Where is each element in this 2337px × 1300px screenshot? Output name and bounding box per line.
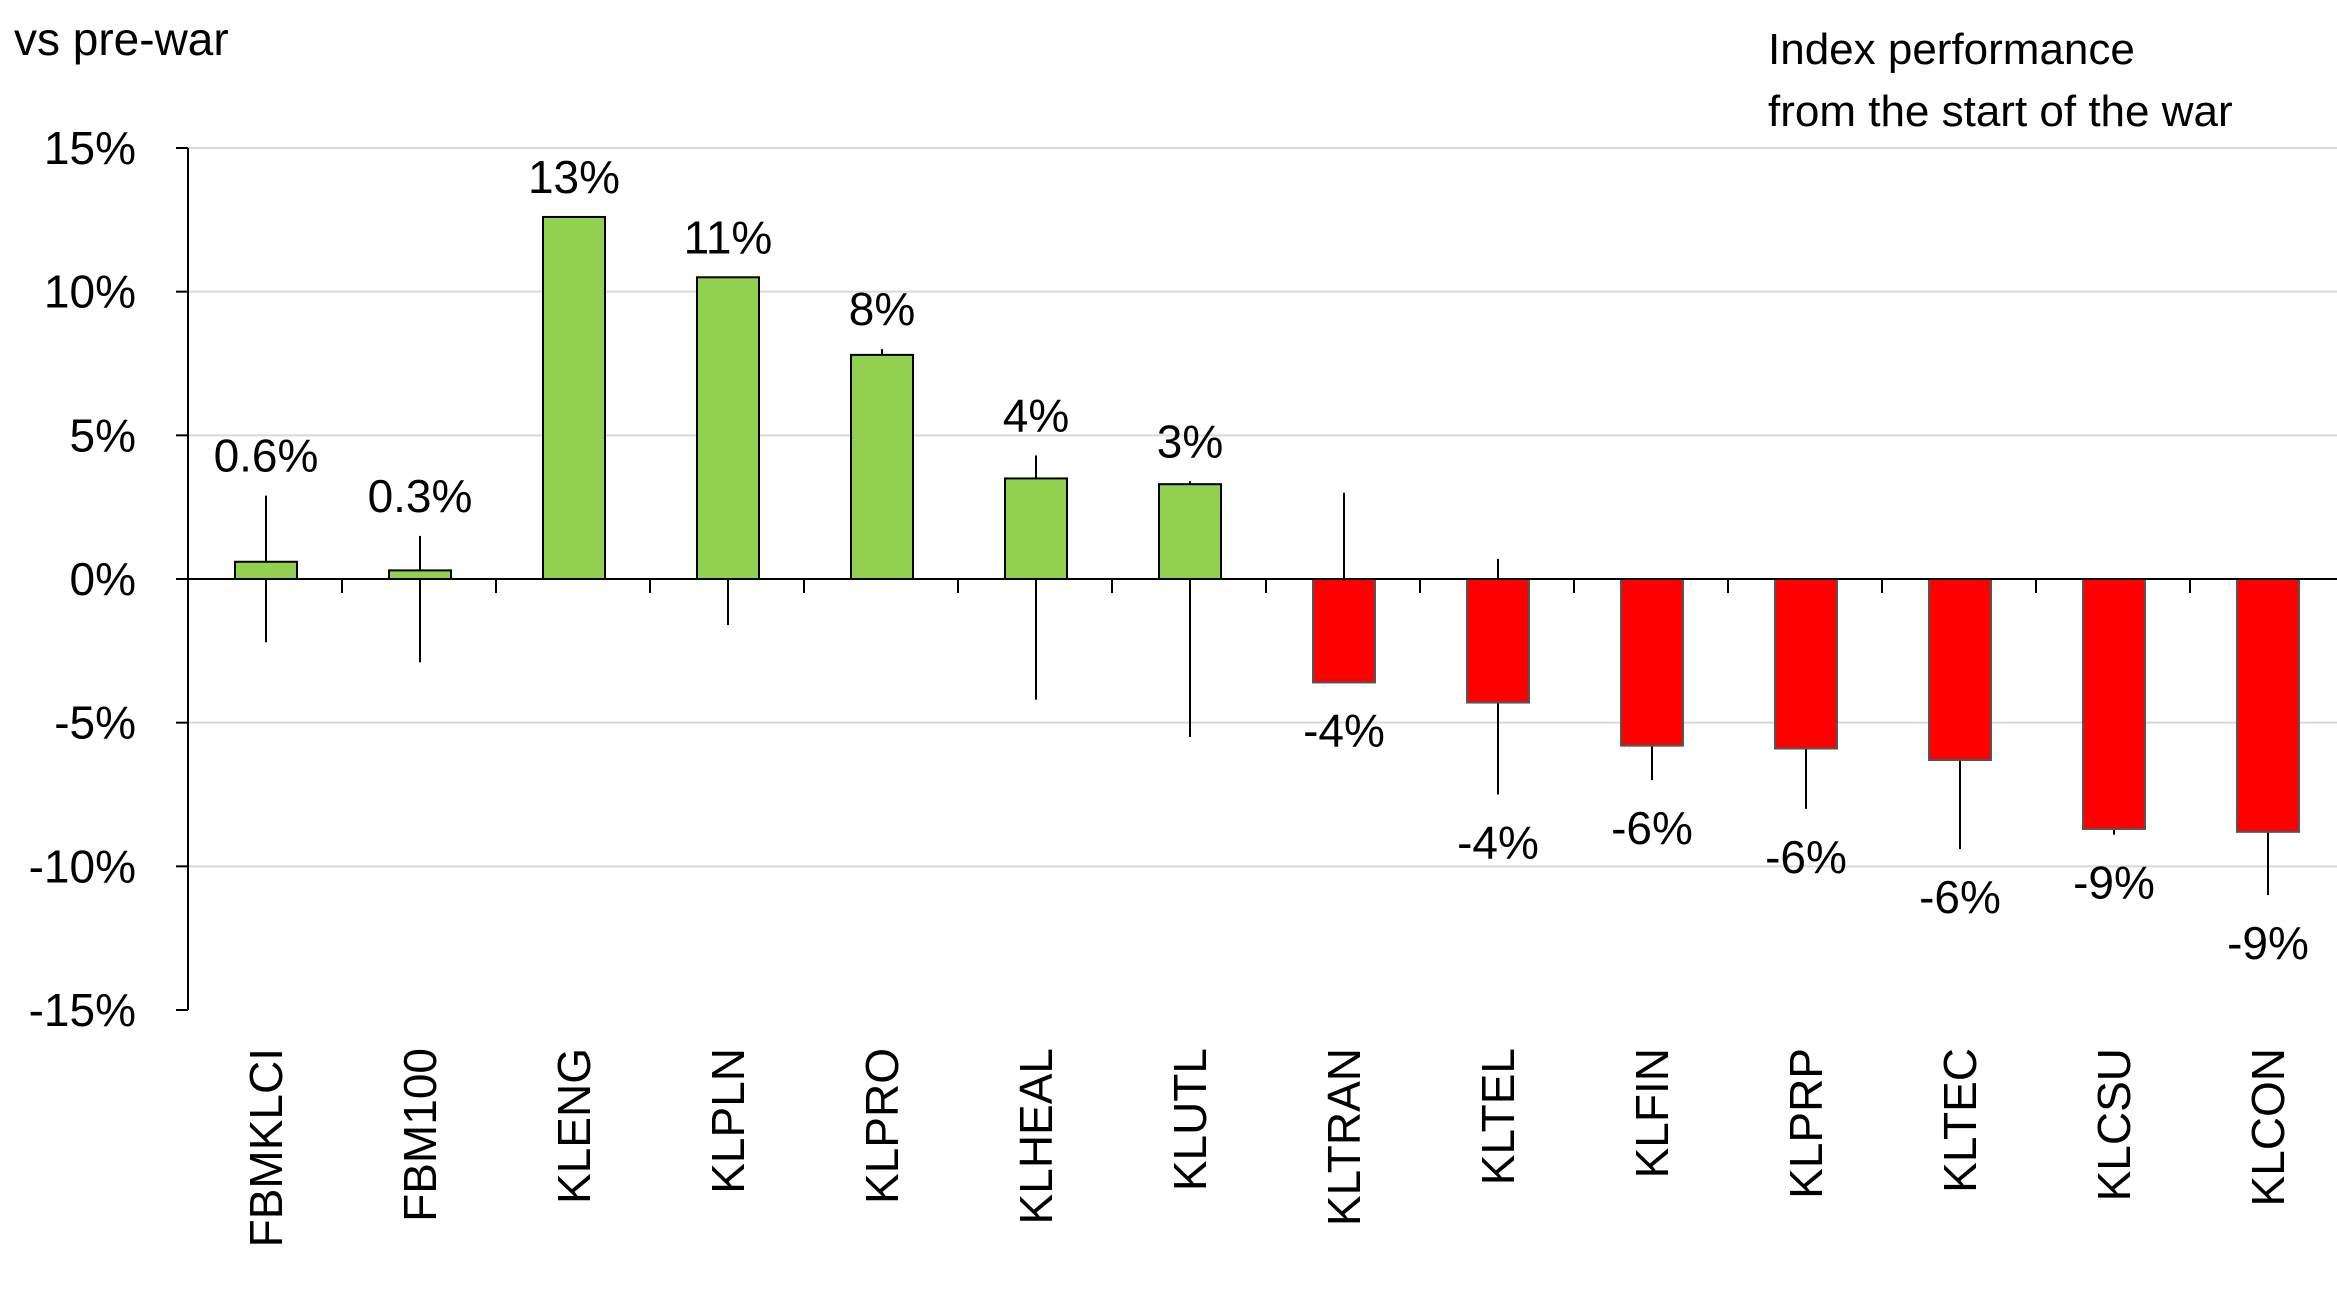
data-label: -9% <box>2227 917 2309 969</box>
bar-klprp <box>1774 578 1838 750</box>
y-tick-label: 10% <box>44 266 136 318</box>
bar-klcsu <box>2082 578 2146 830</box>
chart-title-line-2: from the start of the war <box>1768 87 2233 136</box>
data-labels: 0.6% 0.3% 13% 11% 8% 4% 3% -4% -4% -6% -6% -6% -9% -9… <box>214 151 2309 969</box>
data-label: -6% <box>1919 871 2001 923</box>
gridlines <box>188 147 2337 868</box>
bar-klfin <box>1620 578 1684 747</box>
y-tick-label: 15% <box>44 122 136 174</box>
x-tick-label: KLTRAN <box>1318 1048 1370 1226</box>
data-label: -6% <box>1611 802 1693 854</box>
data-label: -6% <box>1765 831 1847 883</box>
y-tick-label: -15% <box>29 984 136 1036</box>
x-tick-label: KLTEL <box>1472 1048 1524 1185</box>
x-tick-label: KLUTL <box>1164 1048 1216 1191</box>
bar-klcon <box>2236 578 2300 833</box>
data-label: 3% <box>1157 415 1223 467</box>
data-label: -4% <box>1303 704 1385 756</box>
x-tick-label: FBMKLCI <box>240 1048 292 1247</box>
data-label: 0.6% <box>214 430 319 482</box>
data-label: 8% <box>849 283 915 335</box>
x-tick-label: KLCSU <box>2088 1048 2140 1201</box>
bar-kleng <box>542 215 606 581</box>
data-label: -4% <box>1457 817 1539 869</box>
y-tick-label: -5% <box>54 697 136 749</box>
data-label: 11% <box>684 211 773 263</box>
x-tick-label: KLHEAL <box>1010 1048 1062 1224</box>
bar-fbmklci <box>234 560 298 581</box>
bar-kltec <box>1928 578 1992 762</box>
y-tick-label: -10% <box>29 840 136 892</box>
x-tick-label: KLPRO <box>856 1048 908 1204</box>
data-label: -9% <box>2073 857 2155 909</box>
x-tick-label: KLPRP <box>1780 1048 1832 1199</box>
chart-title-line-1: Index performance <box>1768 25 2135 74</box>
y-tick-labels: 15% 10% 5% 0% -5% -10% -15% <box>29 122 136 1036</box>
data-label: 13% <box>528 151 620 203</box>
bar-klpln <box>696 276 760 580</box>
bar-klpro <box>850 353 914 580</box>
bar-klheal <box>1004 477 1068 580</box>
x-tick-label: KLTEC <box>1934 1048 1986 1193</box>
x-tick-label: FBM100 <box>394 1048 446 1222</box>
bar-klutl <box>1158 483 1222 580</box>
x-tick-labels: FBMKLCI FBM100 KLENG KLPLN KLPRO KLHEAL KLUTL K… <box>240 1048 2294 1247</box>
bar-kltran <box>1312 578 1376 684</box>
x-tick-label: KLFIN <box>1626 1048 1678 1178</box>
axes <box>176 147 2337 1011</box>
y-tick-label: 5% <box>70 409 136 461</box>
data-label: 4% <box>1003 389 1069 441</box>
data-label: 0.3% <box>368 470 473 522</box>
x-tick-label: KLCON <box>2242 1048 2294 1206</box>
y-tick-label: 0% <box>70 553 136 605</box>
bar-fbm100 <box>388 569 452 581</box>
bar-kltel <box>1466 578 1530 704</box>
x-tick-label: KLENG <box>548 1048 600 1204</box>
x-tick-label: KLPLN <box>702 1048 754 1194</box>
bars <box>234 215 2300 833</box>
y-axis-label: vs pre-war <box>14 13 229 65</box>
